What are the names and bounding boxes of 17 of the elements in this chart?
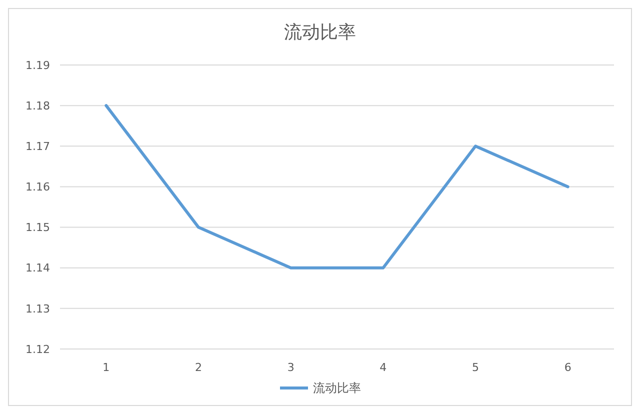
x-tick-label: 6 xyxy=(564,361,572,374)
x-tick-label: 3 xyxy=(287,361,294,374)
legend-label: 流动比率 xyxy=(313,381,361,396)
y-tick-label: 1.18 xyxy=(26,99,50,112)
x-tick-label: 4 xyxy=(380,361,387,374)
x-tick-label: 2 xyxy=(195,361,202,374)
y-tick-label: 1.19 xyxy=(26,58,50,72)
y-tick-label: 1.15 xyxy=(26,221,50,234)
y-tick-label: 1.12 xyxy=(26,342,50,356)
line-series xyxy=(104,104,570,270)
y-tick-label: 1.14 xyxy=(26,262,50,275)
x-tick-label: 5 xyxy=(472,361,479,374)
y-tick-label: 1.17 xyxy=(26,140,50,153)
x-tick-label: 1 xyxy=(102,361,110,374)
y-tick-label: 1.16 xyxy=(26,180,50,194)
chart-title: 流动比率 xyxy=(284,22,356,43)
y-tick-label: 1.13 xyxy=(26,302,50,316)
